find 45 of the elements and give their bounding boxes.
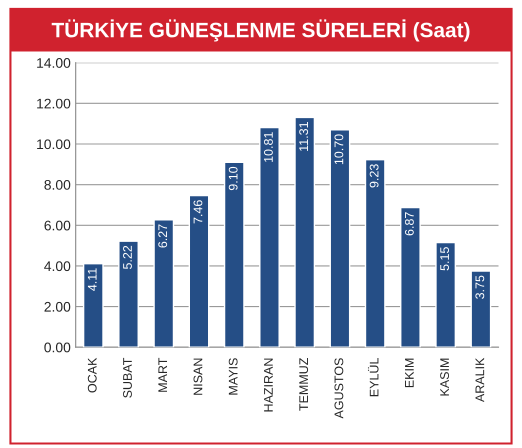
- x-tick-label: EYLÜL: [368, 358, 379, 396]
- bar: [470, 270, 492, 348]
- data-label: 4.11: [88, 268, 97, 291]
- bar: [364, 158, 386, 348]
- x-tick-label: OCAK: [88, 358, 97, 392]
- x-tick-label: TEMMUZ: [299, 358, 308, 411]
- x-tick-label: NISAN: [194, 358, 202, 395]
- y-tick-label: 8.00: [44, 180, 70, 190]
- data-label: 9.23: [370, 164, 379, 188]
- x-tick-label: MART: [158, 358, 168, 392]
- data-label: 10.81: [264, 132, 273, 162]
- data-label: 5.22: [123, 246, 132, 270]
- x-tick-label: SUBAT: [123, 358, 132, 398]
- data-label: 3.75: [475, 276, 484, 299]
- y-tick-label: 12.00: [37, 98, 70, 109]
- x-tick-label: EKIM: [405, 358, 414, 388]
- bar: [259, 126, 280, 348]
- y-tick-label: 14.00: [37, 58, 70, 68]
- chart-title: TÜRKİYE GÜNEŞLENME SÜRELERİ (Saat): [52, 19, 470, 42]
- bar: [435, 242, 456, 348]
- y-tick-label: 0.00: [44, 342, 70, 352]
- bar: [330, 129, 350, 348]
- y-tick-label: 10.00: [37, 139, 70, 150]
- bar: [294, 116, 316, 348]
- bar: [153, 219, 174, 348]
- data-label: 6.87: [404, 212, 414, 236]
- data-label: 6.27: [158, 224, 168, 248]
- bar: [82, 262, 104, 348]
- bar: [224, 162, 245, 348]
- data-label: 5.15: [440, 247, 450, 270]
- x-tick-label: HAZIRAN: [264, 358, 273, 412]
- bar: [188, 194, 210, 348]
- data-label: 9.10: [228, 166, 238, 190]
- y-tick-label: 6.00: [44, 220, 70, 230]
- bar: [400, 206, 421, 348]
- x-tick-label: KASIM: [440, 358, 450, 396]
- bar: [118, 240, 139, 348]
- data-label: 10.70: [334, 134, 344, 164]
- data-label: 7.46: [194, 200, 202, 224]
- x-tick-label: MAYIS: [228, 358, 238, 395]
- y-tick-label: 4.00: [44, 261, 70, 272]
- x-tick-label: AGUSTOS: [334, 358, 344, 418]
- x-tick-label: ARALIK: [476, 358, 484, 402]
- y-tick-label: 2.00: [44, 302, 70, 312]
- data-label: 11.31: [299, 122, 308, 151]
